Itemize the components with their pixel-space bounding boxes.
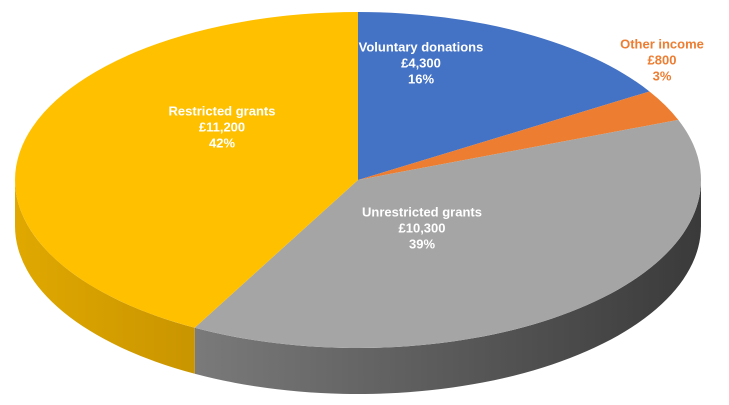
slice-label-value: £10,300	[399, 220, 446, 235]
slice	[14, 11, 358, 328]
slice-label-value: £11,200	[199, 119, 245, 134]
slice-side	[15, 180, 195, 374]
slice-side	[194, 180, 701, 394]
slice-label-name: Restricted grants	[169, 103, 276, 118]
slice-label-name: Unrestricted grants	[362, 204, 482, 219]
slice-label-percent: 16%	[408, 71, 434, 86]
pie-tops	[14, 11, 702, 349]
slice	[194, 119, 702, 349]
slice-label-value: £800	[648, 52, 677, 67]
slice	[358, 91, 679, 180]
slice-label-name: Voluntary donations	[359, 39, 484, 54]
slice-label-percent: 42%	[209, 135, 235, 150]
slice-label-value: £4,300	[401, 55, 441, 70]
slice-label-percent: 39%	[409, 236, 435, 251]
slice-label-name: Other income	[620, 36, 704, 51]
pie-sides	[15, 180, 701, 394]
slice-label-percent: 3%	[653, 68, 672, 83]
slice	[358, 12, 650, 180]
